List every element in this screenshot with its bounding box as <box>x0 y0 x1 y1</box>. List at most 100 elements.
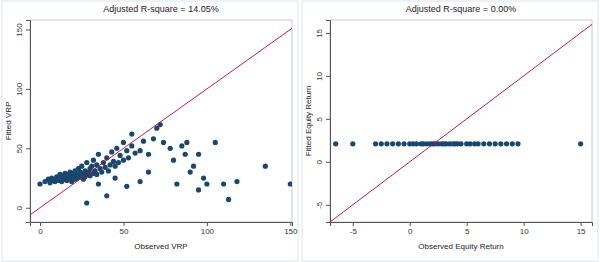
y-axis-title: Fitted VRP <box>4 102 13 141</box>
x-tick: 0 <box>408 222 413 236</box>
point <box>288 181 292 186</box>
x-tick-mark <box>207 222 208 226</box>
x-tick: 100 <box>201 222 215 236</box>
point <box>126 155 131 160</box>
point <box>104 193 109 198</box>
point <box>221 181 226 186</box>
point <box>350 141 355 146</box>
x-axis-title: Observed VRP <box>134 242 187 251</box>
point <box>124 184 129 189</box>
point <box>118 153 123 158</box>
point <box>201 175 206 180</box>
y-tick-mark <box>326 205 330 206</box>
point <box>151 136 156 141</box>
y-axis-line <box>326 21 331 223</box>
point <box>99 169 104 174</box>
point <box>515 141 520 146</box>
x-tick-mark <box>40 222 41 226</box>
point <box>171 158 176 163</box>
y-tick-mark <box>326 76 330 77</box>
x-axis-title: Observed Equity Return <box>418 242 503 251</box>
chart-root: 050100150050100150Adjusted R-square = 14… <box>0 0 600 262</box>
plot-frame <box>30 20 292 222</box>
panel: 050100150050100150Adjusted R-square = 14… <box>2 1 298 261</box>
point <box>79 164 84 169</box>
x-tick: 50 <box>119 222 128 236</box>
y-tick: 0 <box>15 205 30 210</box>
point <box>104 155 109 160</box>
x-axis-line <box>331 223 593 227</box>
panel-background <box>302 1 598 261</box>
point <box>578 141 583 146</box>
x-tick-mark <box>581 222 582 226</box>
point <box>113 175 118 180</box>
x-tick-mark <box>123 222 124 226</box>
y-axis: -5051015 <box>315 21 331 223</box>
x-axis: 0 50 100 150 <box>31 222 299 236</box>
reference-line <box>330 24 592 222</box>
panel-background <box>2 1 298 261</box>
point <box>191 164 196 169</box>
x-tick: 15 <box>577 222 586 236</box>
y-tick-label: 0 <box>15 205 24 210</box>
point <box>234 179 239 184</box>
y-tick: 50 <box>15 144 30 153</box>
y-tick-label: 15 <box>315 28 324 37</box>
point <box>196 187 201 192</box>
x-tick-label: 50 <box>119 227 128 236</box>
point <box>106 168 111 173</box>
point <box>333 141 338 146</box>
point <box>116 160 121 165</box>
point <box>146 152 151 157</box>
point <box>493 141 498 146</box>
y-tick-mark <box>26 208 30 209</box>
point <box>179 143 184 148</box>
point <box>184 140 189 145</box>
y-tick: -5 <box>315 201 330 209</box>
x-tick-label: 5 <box>465 227 470 236</box>
point <box>213 140 218 145</box>
x-tick: 10 <box>520 222 529 236</box>
x-tick-mark <box>290 222 291 226</box>
point <box>168 146 173 151</box>
marks <box>330 24 592 222</box>
point <box>196 152 201 157</box>
x-tick-label: -5 <box>350 227 358 236</box>
point <box>146 169 151 174</box>
y-tick: 0 <box>315 160 330 165</box>
y-tick-label: 100 <box>15 82 24 96</box>
x-tick-label: 10 <box>520 227 529 236</box>
y-tick: 100 <box>15 82 30 96</box>
point <box>133 150 138 155</box>
point <box>498 141 503 146</box>
point <box>138 148 143 153</box>
plot-frame <box>330 20 592 222</box>
x-tick-mark <box>524 222 525 226</box>
x-tick: 5 <box>465 222 470 236</box>
x-axis: -5 0 5 10 15 <box>331 222 593 236</box>
point <box>111 159 116 164</box>
y-tick-label: 0 <box>315 160 324 165</box>
point <box>373 141 378 146</box>
x-tick: 150 <box>284 222 298 236</box>
point <box>379 141 384 146</box>
x-tick: 0 <box>38 222 43 236</box>
y-tick: 150 <box>15 23 30 37</box>
y-tick-mark <box>26 148 30 149</box>
y-tick: 15 <box>315 28 330 37</box>
point <box>226 197 231 202</box>
point <box>121 140 126 145</box>
point <box>129 131 134 136</box>
y-tick-label: 150 <box>15 23 24 37</box>
point <box>96 152 101 157</box>
point <box>161 140 166 145</box>
x-tick-label: 0 <box>38 227 43 236</box>
point <box>91 158 96 163</box>
point <box>94 172 99 177</box>
y-tick-label: 10 <box>315 71 324 80</box>
y-axis-line <box>26 21 31 223</box>
x-tick-mark <box>467 222 468 226</box>
point <box>263 164 268 169</box>
point <box>204 181 209 186</box>
marks <box>30 28 292 215</box>
